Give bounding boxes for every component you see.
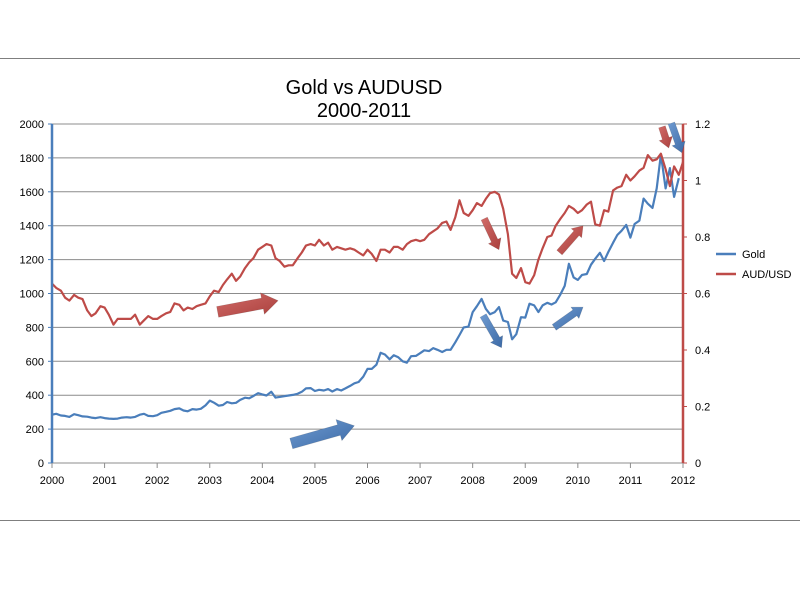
annotation-arrow [658,125,673,149]
right-tick-label: 0.6 [695,289,710,301]
legend: Gold AUD/USD [716,249,792,281]
right-tick-label: 1.2 [695,119,710,131]
series-line-audusd [51,152,685,326]
annotation-arrows [216,121,686,450]
x-tick-label: 2010 [566,475,590,487]
right-axis-ticks: 0 0.2 0.4 0.6 0.8 1 1.2 [683,119,710,470]
x-tick-label: 2000 [40,475,64,487]
x-tick-label: 2003 [198,475,222,487]
left-tick-label: 1800 [20,153,44,165]
annotation-arrow [551,306,584,331]
legend-label-gold: Gold [742,249,765,261]
x-tick-label: 2002 [145,475,169,487]
x-tick-label: 2006 [355,475,379,487]
left-tick-label: 600 [26,356,44,368]
x-tick-label: 2007 [408,475,432,487]
right-tick-label: 0 [695,458,701,470]
chart-title-line-1: Gold vs AUDUSD [286,77,443,99]
chart-title-line-2: 2000-2011 [317,100,411,122]
annotation-arrow [479,313,504,349]
x-axis-ticks: 2000 2001 2002 2003 2004 2005 2006 2007 2008 2009… [40,463,695,487]
annotation-arrow [480,216,502,251]
left-tick-label: 1400 [20,221,44,233]
axes [50,124,685,464]
annotation-arrow [556,225,584,256]
x-tick-label: 2008 [460,475,484,487]
bottom-rule [0,520,800,521]
series-line-gold [51,153,680,420]
series-lines [51,152,685,420]
left-tick-label: 1600 [20,187,44,199]
left-tick-label: 400 [26,390,44,402]
left-axis-ticks: 0 200 400 600 800 1000 1200 1400 1600 1800 2000 [20,119,52,470]
x-tick-label: 2009 [513,475,537,487]
right-tick-label: 0.8 [695,232,710,244]
left-tick-label: 200 [26,424,44,436]
left-tick-label: 1200 [20,255,44,267]
right-tick-label: 0.4 [695,345,710,357]
left-tick-label: 2000 [20,119,44,131]
top-rule [0,58,800,59]
x-tick-label: 2011 [619,475,643,487]
x-tick-label: 2004 [250,475,274,487]
annotation-arrow [289,419,355,450]
left-tick-label: 1000 [20,289,44,301]
left-tick-label: 0 [38,458,44,470]
gridlines [52,123,683,464]
x-tick-label: 2005 [303,475,327,487]
legend-label-audusd: AUD/USD [742,269,792,281]
x-tick-label: 2012 [671,475,695,487]
annotation-arrow [216,292,279,318]
x-tick-label: 2001 [92,475,116,487]
left-tick-label: 800 [26,322,44,334]
right-tick-label: 1 [695,176,701,188]
annotation-arrow [667,121,686,154]
right-tick-label: 0.2 [695,402,710,414]
